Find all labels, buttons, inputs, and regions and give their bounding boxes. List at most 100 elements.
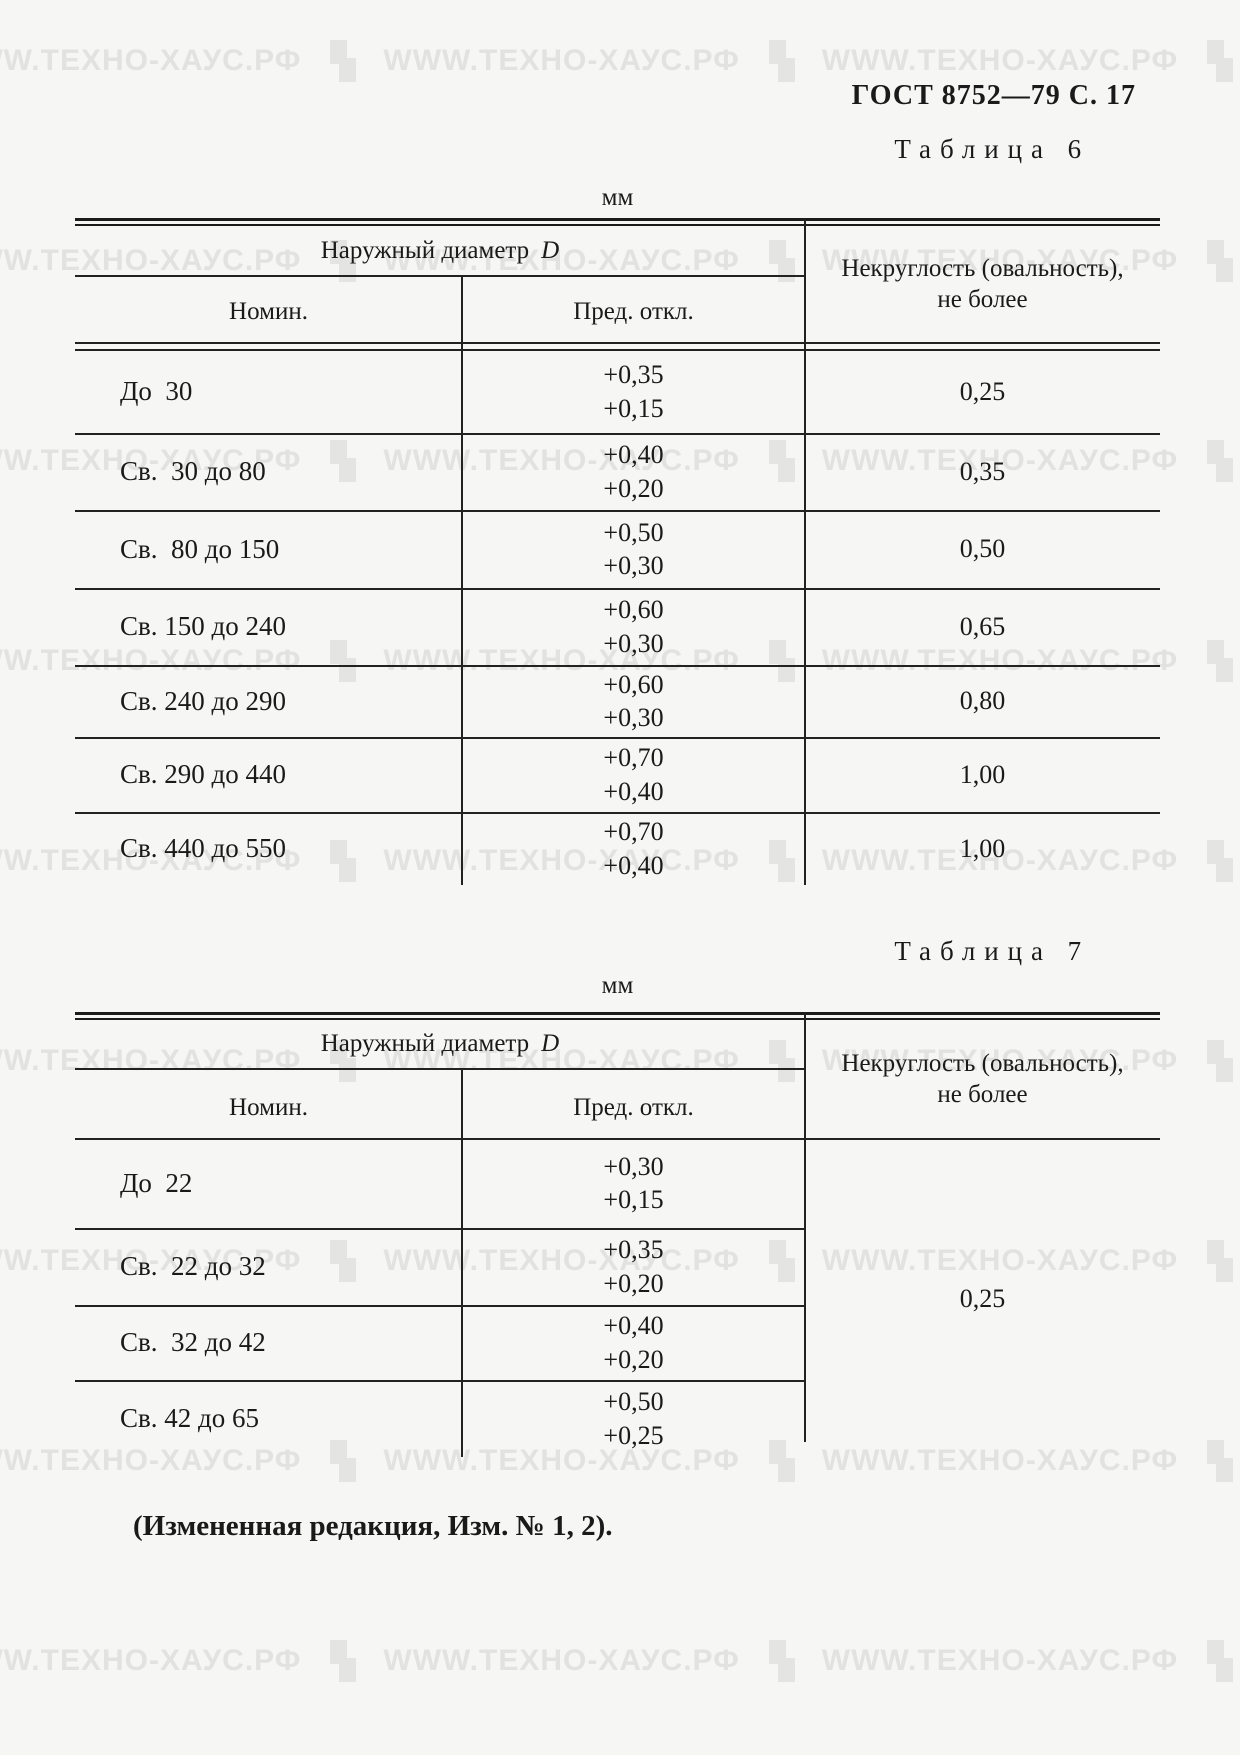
watermark-row: WWW.ТЕХНО-ХАУС.РФ WWW.ТЕХНО-ХАУС.РФ WWW.ТЕ… (0, 1440, 1240, 1482)
deviation-lower: +0,30 (603, 628, 664, 658)
watermark-row: WWW.ТЕХНО-ХАУС.РФ WWW.ТЕХНО-ХАУС.РФ WWW.ТЕ… (0, 240, 1240, 282)
ovality-header-line1: Некруглость (овальность), (841, 1049, 1124, 1077)
recycle-icon (1204, 1640, 1234, 1682)
table-row: Св. 22 до 32 +0,35 +0,20 (75, 1228, 805, 1305)
column-divider (461, 1068, 463, 1457)
ovality-header-line2: не более (937, 286, 1028, 313)
nominal-cell: Св. 22 до 32 (120, 1251, 266, 1281)
deviation-lower: +0,15 (603, 393, 664, 423)
recycle-icon (1204, 1240, 1234, 1282)
watermark-text: WWW.ТЕХНО-ХАУС.РФ (383, 644, 740, 677)
recycle-icon (766, 840, 796, 882)
deviation-upper: +0,35 (603, 360, 664, 390)
recycle-icon (766, 440, 796, 482)
table6-header-deviation: Пред. откл. (573, 298, 694, 325)
watermark-text: WWW.ТЕХНО-ХАУС.РФ (821, 444, 1179, 477)
watermark-text: WWW.ТЕХНО-ХАУС.РФ (821, 1244, 1179, 1277)
table-row: До 30 +0,35 +0,15 0,25 (75, 350, 1160, 433)
table-row: До 22 +0,30 +0,15 (75, 1138, 805, 1228)
recycle-icon (1204, 40, 1234, 82)
watermark-text: WWW.ТЕХНО-ХАУС.РФ (821, 1644, 1179, 1677)
recycle-icon (766, 1640, 796, 1682)
watermark-text: WWW.ТЕХНО-ХАУС.РФ (821, 44, 1179, 77)
watermark-text: WWW.ТЕХНО-ХАУС.РФ (383, 844, 740, 877)
deviation-upper: +0,60 (603, 595, 664, 625)
watermark-text: WWW.ТЕХНО-ХАУС.РФ (821, 644, 1179, 677)
deviation-lower: +0,30 (603, 551, 664, 580)
table7-header-deviation: Пред. откл. (573, 1094, 694, 1121)
table6-unit-label: мм (601, 184, 634, 211)
table7-header-outer-diameter: Наружный диаметр D (75, 1020, 805, 1068)
ovality-header-line1: Некруглость (овальность), (841, 254, 1124, 282)
nominal-cell: До 30 (120, 376, 193, 406)
table7-header-nominal: Номин. (229, 1094, 308, 1121)
deviation-cell: +0,40 +0,20 (462, 1309, 805, 1375)
watermark-text: WWW.ТЕХНО-ХАУС.РФ (0, 244, 302, 277)
nominal-cell: Св. 30 до 80 (120, 456, 266, 486)
watermark-text: WWW.ТЕХНО-ХАУС.РФ (0, 1644, 302, 1677)
table7: Наружный диаметр D Некруглость (овальност… (75, 1012, 1160, 1460)
deviation-lower: +0,40 (603, 776, 664, 806)
watermark-text: WWW.ТЕХНО-ХАУС.РФ (0, 844, 302, 877)
deviation-lower: +0,40 (603, 850, 664, 880)
nominal-cell: Св. 440 до 550 (120, 833, 286, 863)
watermark-row: WWW.ТЕХНО-ХАУС.РФ WWW.ТЕХНО-ХАУС.РФ WWW.ТЕ… (0, 640, 1240, 682)
ovality-cell: 1,00 (959, 833, 1006, 863)
table6-group-rule (75, 275, 805, 277)
row-rule (75, 1305, 805, 1307)
row-rule (75, 665, 1160, 667)
watermark-row: WWW.ТЕХНО-ХАУС.РФ WWW.ТЕХНО-ХАУС.РФ WWW.ТЕ… (0, 1040, 1240, 1082)
recycle-icon (766, 1040, 796, 1082)
deviation-cell: +0,60 +0,30 (462, 593, 805, 659)
recycle-icon (766, 640, 796, 682)
watermark-row: WWW.ТЕХНО-ХАУС.РФ WWW.ТЕХНО-ХАУС.РФ WWW.ТЕ… (0, 840, 1240, 882)
recycle-icon (1204, 640, 1234, 682)
deviation-upper: +0,40 (603, 440, 664, 470)
watermark-text: WWW.ТЕХНО-ХАУС.РФ (0, 1444, 302, 1477)
recycle-icon (327, 840, 357, 882)
watermark-text: WWW.ТЕХНО-ХАУС.РФ (383, 1444, 740, 1477)
recycle-icon (1204, 440, 1234, 482)
ovality-cell: 0,80 (959, 686, 1006, 715)
merged-ovality-cell: 0,25 (959, 1284, 1006, 1313)
nominal-cell: Св. 42 до 65 (120, 1403, 259, 1433)
deviation-cell: +0,70 +0,40 (462, 741, 805, 807)
recycle-icon (1204, 1440, 1234, 1482)
nominal-cell: Св. 150 до 240 (120, 611, 286, 641)
recycle-icon (766, 1440, 796, 1482)
nominal-cell: Св. 32 до 42 (120, 1327, 266, 1357)
watermark-text: WWW.ТЕХНО-ХАУС.РФ (383, 244, 740, 277)
page-header: ГОСТ 8752—79 С. 17 (851, 80, 1136, 111)
deviation-upper: +0,40 (603, 1311, 664, 1341)
recycle-icon (1204, 1040, 1234, 1082)
nominal-cell: Св. 290 до 440 (120, 759, 286, 789)
watermark-text: WWW.ТЕХНО-ХАУС.РФ (821, 844, 1179, 877)
table6-top-rule (75, 218, 1160, 226)
table-row: Св. 150 до 240 +0,60 +0,30 0,65 (75, 588, 1160, 665)
watermark-text: WWW.ТЕХНО-ХАУС.РФ (0, 444, 302, 477)
watermark-text: WWW.ТЕХНО-ХАУС.РФ (821, 244, 1179, 277)
watermark-row: WWW.ТЕХНО-ХАУС.РФ WWW.ТЕХНО-ХАУС.РФ WWW.ТЕ… (0, 1640, 1240, 1682)
diameter-symbol: D (541, 236, 560, 264)
deviation-lower: +0,15 (603, 1185, 664, 1214)
nominal-cell: До 22 (120, 1167, 193, 1198)
deviation-lower: +0,20 (603, 1268, 664, 1298)
table6-header-bottom-rule-2 (75, 349, 1160, 351)
row-rule (75, 737, 1160, 739)
column-divider (461, 275, 463, 885)
deviation-upper: +0,70 (603, 743, 664, 773)
watermark-text: WWW.ТЕХНО-ХАУС.РФ (383, 1244, 740, 1277)
nominal-cell: Св. 240 до 290 (120, 685, 286, 716)
ovality-header-line2: не более (937, 1081, 1028, 1108)
table-row: Св. 30 до 80 +0,40 +0,20 0,35 (75, 433, 1160, 510)
row-rule (75, 812, 1160, 814)
row-rule (75, 433, 1160, 435)
watermark-text: WWW.ТЕХНО-ХАУС.РФ (821, 1044, 1179, 1077)
deviation-cell: +0,70 +0,40 (462, 815, 805, 881)
table6-header-ovality: Некруглость (овальность), не более (805, 226, 1160, 342)
recycle-icon (1204, 840, 1234, 882)
deviation-cell: +0,35 +0,20 (462, 1233, 805, 1299)
watermark-text: WWW.ТЕХНО-ХАУС.РФ (0, 644, 302, 677)
ovality-cell: 1,00 (959, 759, 1006, 789)
